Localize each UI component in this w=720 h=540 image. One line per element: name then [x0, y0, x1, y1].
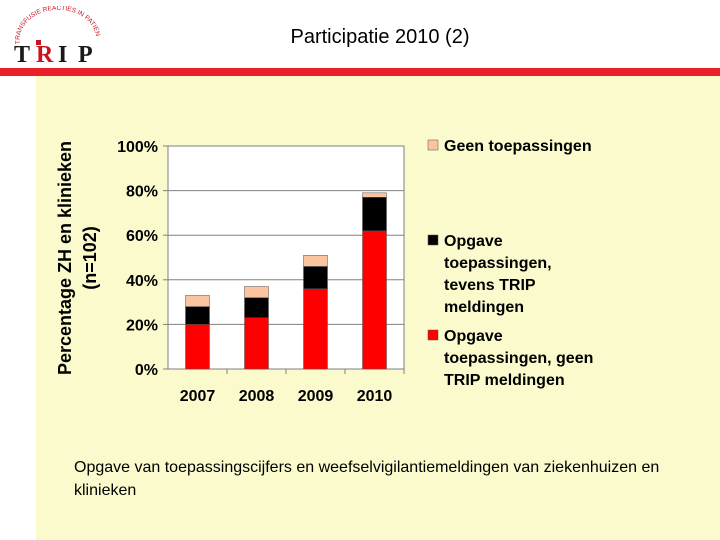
- bar-segment: [185, 306, 210, 325]
- logo-drop-icon: [36, 40, 41, 45]
- y-axis-title: (n=102): [80, 226, 100, 290]
- bar-segment: [303, 266, 328, 289]
- y-tick-label: 0%: [135, 362, 158, 379]
- trip-logo: TRANSFUSIE REACTIES IN PATIENTEN T R I P: [8, 6, 101, 68]
- x-tick-label: 2008: [239, 388, 275, 405]
- bar-segment: [303, 288, 328, 370]
- y-tick-label: 20%: [126, 317, 158, 334]
- x-tick-label: 2010: [357, 388, 393, 405]
- legend-label: toepassingen, geen: [444, 350, 593, 367]
- legend-swatch: [427, 329, 439, 341]
- bar-segment: [244, 297, 269, 318]
- logo-letter-i: I: [58, 42, 67, 68]
- legend-swatch: [427, 139, 439, 151]
- header-divider: [0, 68, 720, 76]
- legend-label: Opgave: [444, 328, 503, 345]
- legend-label: Opgave: [444, 233, 503, 250]
- bar-segment: [185, 295, 210, 307]
- bar-segment: [185, 324, 210, 370]
- legend-label: Geen toepassingen: [444, 138, 592, 155]
- y-tick-label: 60%: [126, 228, 158, 245]
- y-tick-label: 80%: [126, 184, 158, 201]
- legend-label: meldingen: [444, 299, 524, 316]
- logo-letter-t: T: [14, 42, 30, 68]
- logo-letter-r: R: [36, 42, 54, 68]
- y-axis-title: Percentage ZH en klinieken: [55, 141, 75, 375]
- legend-label: toepassingen,: [444, 255, 552, 272]
- y-tick-label: 100%: [117, 139, 158, 156]
- bar-segment: [244, 286, 269, 298]
- bar-segment: [362, 192, 387, 198]
- legend-swatch: [427, 234, 439, 246]
- x-tick-label: 2007: [180, 388, 216, 405]
- slide-caption: Opgave van toepassingscijfers en weefsel…: [74, 459, 660, 499]
- legend-label: TRIP meldingen: [444, 372, 565, 389]
- bar-segment: [303, 255, 328, 267]
- logo-letter-p: P: [78, 42, 93, 68]
- bar-segment: [362, 197, 387, 231]
- bar-segment: [362, 230, 387, 370]
- bar-segment: [244, 317, 269, 370]
- x-tick-label: 2009: [298, 388, 334, 405]
- slide-title: Participatie 2010 (2): [290, 26, 470, 48]
- legend-label: tevens TRIP: [444, 277, 536, 294]
- y-tick-label: 40%: [126, 273, 158, 290]
